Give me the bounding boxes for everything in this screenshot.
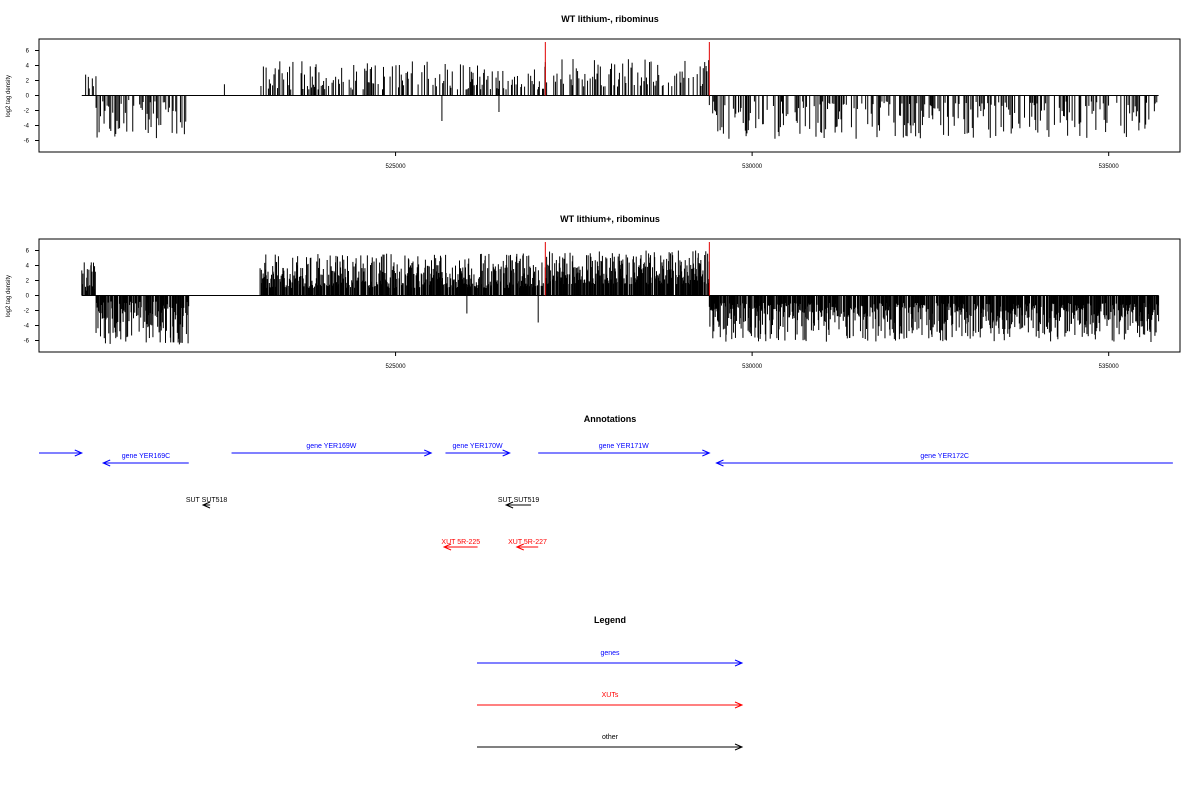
arrow-head [502, 449, 511, 457]
y-tick-label: 4 [26, 264, 30, 270]
arrow-head [424, 449, 433, 457]
signal-bars [85, 59, 1158, 139]
panel-title: WT lithium-, ribominus [561, 14, 659, 24]
arrow-head [715, 459, 724, 467]
arrow-head [734, 701, 744, 709]
y-tick-label: 6 [26, 49, 30, 55]
gene-arrow: gene YER169W [231, 443, 433, 457]
axes: -6 -4 -2 0 2 4 6 525000 530000 535000 [24, 42, 1159, 170]
y-tick-label: -2 [24, 309, 30, 315]
annotations-title: Annotations [584, 414, 637, 424]
y-tick-label: 4 [26, 64, 30, 70]
legend-item: XUTs [477, 692, 744, 709]
axes: -6 -4 -2 0 2 4 6 525000 530000 535000 [24, 242, 1159, 370]
y-tick-label: -6 [24, 339, 30, 345]
y-tick-label: 2 [26, 79, 30, 85]
track-panel-lithium-minus: WT lithium-, ribominus log2 tag density … [6, 14, 1181, 170]
legend: Legend genes XUTs other [477, 615, 744, 751]
x-tick-label: 525000 [386, 364, 407, 370]
annotations-panel: Annotations gene YER169C gene YER169W gene… [39, 414, 1173, 551]
legend-item: other [477, 734, 744, 751]
legend-label: XUTs [602, 692, 619, 699]
y-tick-label: 6 [26, 249, 30, 255]
arrow-head [734, 743, 744, 751]
gene-label: gene YER172C [920, 453, 969, 460]
xut-label: XUT 5R-227 [508, 539, 547, 546]
y-tick-label: -4 [24, 124, 30, 130]
legend-title: Legend [594, 615, 626, 625]
xut-label: XUT 5R-225 [441, 539, 480, 546]
arrow-head [201, 501, 211, 509]
signal-bars [81, 250, 1160, 345]
gene-arrow: gene YER172C [715, 453, 1173, 467]
x-tick-label: 525000 [386, 164, 407, 170]
arrow-head [702, 449, 711, 457]
gene-label: gene YER170W [453, 443, 503, 450]
gene-arrow [39, 449, 84, 457]
x-tick-label: 530000 [742, 164, 763, 170]
legend-label: genes [600, 650, 620, 657]
x-tick-label: 535000 [1099, 164, 1120, 170]
y-tick-label: 0 [26, 294, 30, 300]
y-axis-label: log2 tag density [6, 275, 12, 317]
arrow-head [74, 449, 84, 457]
other-label: SUT SUT518 [186, 497, 228, 504]
y-tick-label: 0 [26, 94, 30, 100]
y-tick-label: 2 [26, 279, 30, 285]
y-tick-label: -2 [24, 109, 30, 115]
gene-arrow: gene YER169C [101, 453, 189, 467]
xut-arrow: XUT 5R-225 [441, 539, 480, 551]
gene-arrow: gene YER170W [445, 443, 511, 457]
gene-arrow: gene YER171W [538, 443, 711, 457]
other-label: SUT SUT519 [498, 497, 540, 504]
arrow-head [734, 659, 744, 667]
legend-item: genes [477, 650, 744, 667]
other-arrow: SUT SUT518 [186, 497, 228, 509]
legend-label: other [602, 734, 619, 741]
x-tick-label: 535000 [1099, 364, 1120, 370]
xut-arrow: XUT 5R-227 [508, 539, 547, 551]
other-arrow: SUT SUT519 [498, 497, 540, 509]
y-tick-label: -4 [24, 324, 30, 330]
x-tick-label: 530000 [742, 364, 763, 370]
arrow-head [504, 501, 514, 509]
y-axis-label: log2 tag density [6, 75, 12, 117]
gene-label: gene YER169C [122, 453, 171, 460]
y-tick-label: -6 [24, 139, 30, 145]
arrow-head [442, 543, 452, 551]
panel-title: WT lithium+, ribominus [560, 214, 660, 224]
gene-label: gene YER171W [599, 443, 649, 450]
arrow-head [515, 543, 524, 551]
track-panel-lithium-plus: WT lithium+, ribominus log2 tag density … [6, 214, 1181, 370]
arrow-head [101, 459, 111, 467]
gene-label: gene YER169W [306, 443, 356, 450]
